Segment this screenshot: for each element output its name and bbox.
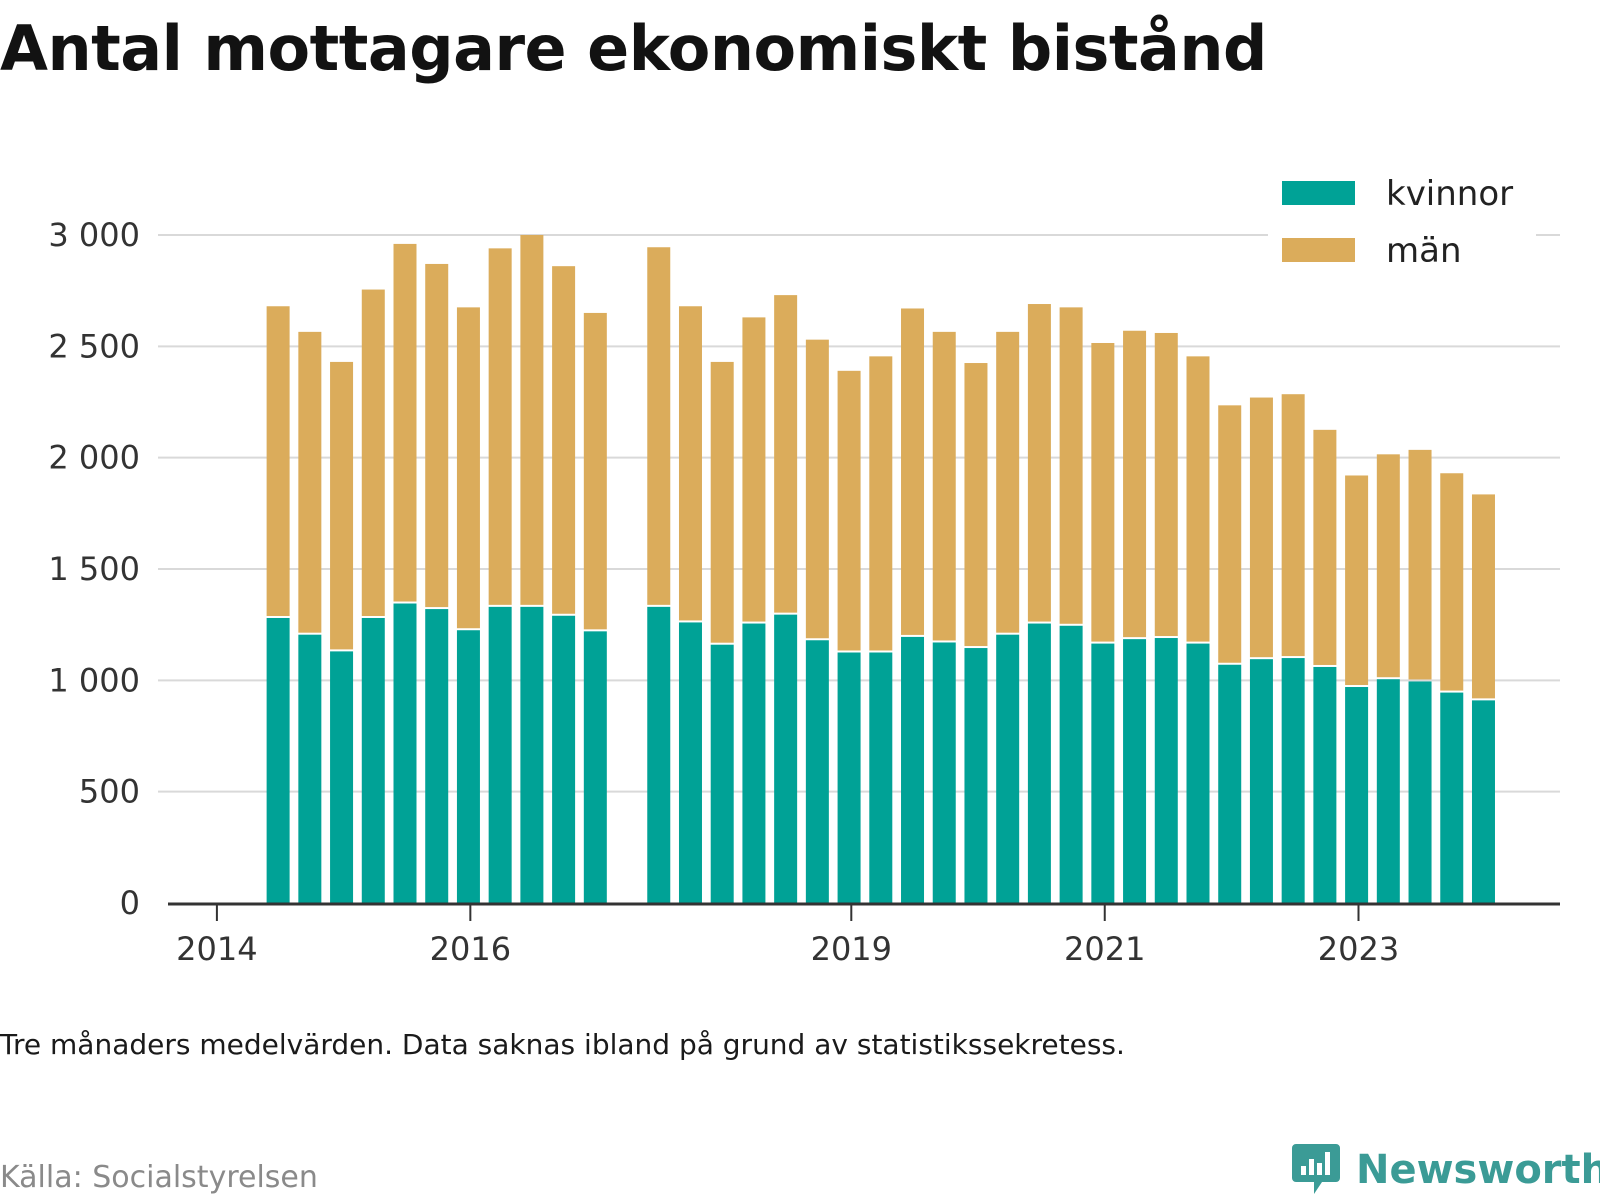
bar-man xyxy=(361,289,385,616)
bar-kvinnor xyxy=(647,606,671,903)
bar-kvinnor xyxy=(1345,687,1369,903)
bar-kvinnor xyxy=(1408,681,1432,903)
bar-kvinnor xyxy=(964,648,988,903)
bar-man xyxy=(805,339,829,639)
x-tick-label: 2014 xyxy=(176,930,257,968)
bar-man xyxy=(996,331,1020,633)
newsworthy-logo-icon xyxy=(1292,1144,1340,1194)
bar-kvinnor xyxy=(1091,643,1115,903)
bar-kvinnor xyxy=(1440,692,1464,903)
bar-man xyxy=(1313,429,1337,665)
bar-kvinnor xyxy=(1471,700,1495,903)
bar-kvinnor xyxy=(710,644,734,903)
legend-swatch-kvinnor xyxy=(1282,181,1355,205)
bar-kvinnor xyxy=(1059,625,1083,903)
stacked-bar-chart: 0 500 1 000 1 500 2 000 2 500 3 000 2014 2016 201… xyxy=(48,174,1560,968)
y-tick-label: 0 xyxy=(120,884,140,922)
bar-kvinnor xyxy=(901,636,925,903)
x-tick-label: 2023 xyxy=(1318,930,1399,968)
bar-man xyxy=(1249,397,1273,658)
legend-label: män xyxy=(1386,231,1462,271)
bar-kvinnor xyxy=(774,614,798,903)
bar-kvinnor xyxy=(266,617,290,903)
legend-label: kvinnor xyxy=(1386,174,1513,214)
bar-kvinnor xyxy=(1313,666,1337,903)
chart-note: Tre månaders medelvärden. Data saknas ib… xyxy=(0,1028,1125,1061)
bar-man xyxy=(932,331,956,641)
bar-kvinnor xyxy=(1376,679,1400,903)
bar-kvinnor xyxy=(520,606,544,903)
bar-man xyxy=(1027,304,1051,622)
bar-man xyxy=(1471,494,1495,699)
bar-man xyxy=(964,363,988,647)
bar-man xyxy=(425,263,449,608)
chart-title: Antal mottagare ekonomiskt bistånd xyxy=(0,12,1267,85)
bar-man xyxy=(1376,454,1400,678)
bar-man xyxy=(1218,405,1242,663)
bar-kvinnor xyxy=(869,652,893,903)
legend-swatch-man xyxy=(1282,238,1355,262)
bar-kvinnor xyxy=(1186,643,1210,903)
bar-man xyxy=(552,266,576,614)
bar-man xyxy=(298,331,322,633)
bar-kvinnor xyxy=(1249,659,1273,903)
bar-kvinnor xyxy=(1123,639,1147,903)
bar-kvinnor xyxy=(742,623,766,903)
bar-man xyxy=(1059,307,1083,624)
bar-man xyxy=(1440,473,1464,691)
bar-man xyxy=(1186,356,1210,642)
bar-kvinnor xyxy=(583,631,607,903)
bar-man xyxy=(1345,475,1369,686)
bar-kvinnor xyxy=(1218,664,1242,903)
bar-man xyxy=(647,247,671,605)
bar-man xyxy=(520,235,544,605)
bar-man xyxy=(869,356,893,651)
bar-kvinnor xyxy=(678,622,702,903)
bar-kvinnor xyxy=(425,609,449,903)
bar-man xyxy=(1154,332,1178,637)
x-tick-label: 2021 xyxy=(1064,930,1145,968)
bar-man xyxy=(330,361,354,650)
bar-man xyxy=(1408,449,1432,680)
source-text: Källa: Socialstyrelsen xyxy=(0,1160,318,1195)
bar-kvinnor xyxy=(1027,623,1051,903)
y-tick-label: 3 000 xyxy=(48,216,140,254)
bar-man xyxy=(1281,394,1305,657)
y-tick-label: 500 xyxy=(79,773,140,811)
bar-man xyxy=(774,295,798,613)
bar-kvinnor xyxy=(393,603,417,903)
bar-man xyxy=(901,308,925,635)
bar-man xyxy=(742,317,766,622)
brand-name: Newsworthy xyxy=(1356,1147,1600,1193)
y-tick-label: 2 000 xyxy=(48,439,140,477)
brand-logo[interactable]: Newsworthy xyxy=(1292,1142,1600,1198)
bar-kvinnor xyxy=(330,651,354,903)
bar-man xyxy=(837,370,861,651)
bar-man xyxy=(1123,330,1147,638)
bar-kvinnor xyxy=(932,642,956,903)
bar-man xyxy=(266,306,290,616)
bar-kvinnor xyxy=(298,634,322,903)
x-tick-label: 2019 xyxy=(811,930,892,968)
bar-kvinnor xyxy=(837,652,861,903)
bar-man xyxy=(456,307,480,629)
bar-kvinnor xyxy=(1154,638,1178,903)
y-tick-label: 1 500 xyxy=(48,550,140,588)
y-tick-label: 2 500 xyxy=(48,327,140,365)
bar-kvinnor xyxy=(1281,658,1305,903)
bar-man xyxy=(393,243,417,602)
bar-man xyxy=(583,312,607,630)
y-tick-label: 1 000 xyxy=(48,661,140,699)
bar-kvinnor xyxy=(361,617,385,903)
bar-kvinnor xyxy=(552,615,576,903)
bar-kvinnor xyxy=(996,634,1020,903)
bar-kvinnor xyxy=(488,606,512,903)
bar-man xyxy=(678,306,702,621)
bar-kvinnor xyxy=(456,630,480,903)
bar-man xyxy=(488,248,512,605)
bar-man xyxy=(710,361,734,643)
bar-man xyxy=(1091,342,1115,642)
x-tick-label: 2016 xyxy=(430,930,511,968)
bar-kvinnor xyxy=(805,640,829,903)
